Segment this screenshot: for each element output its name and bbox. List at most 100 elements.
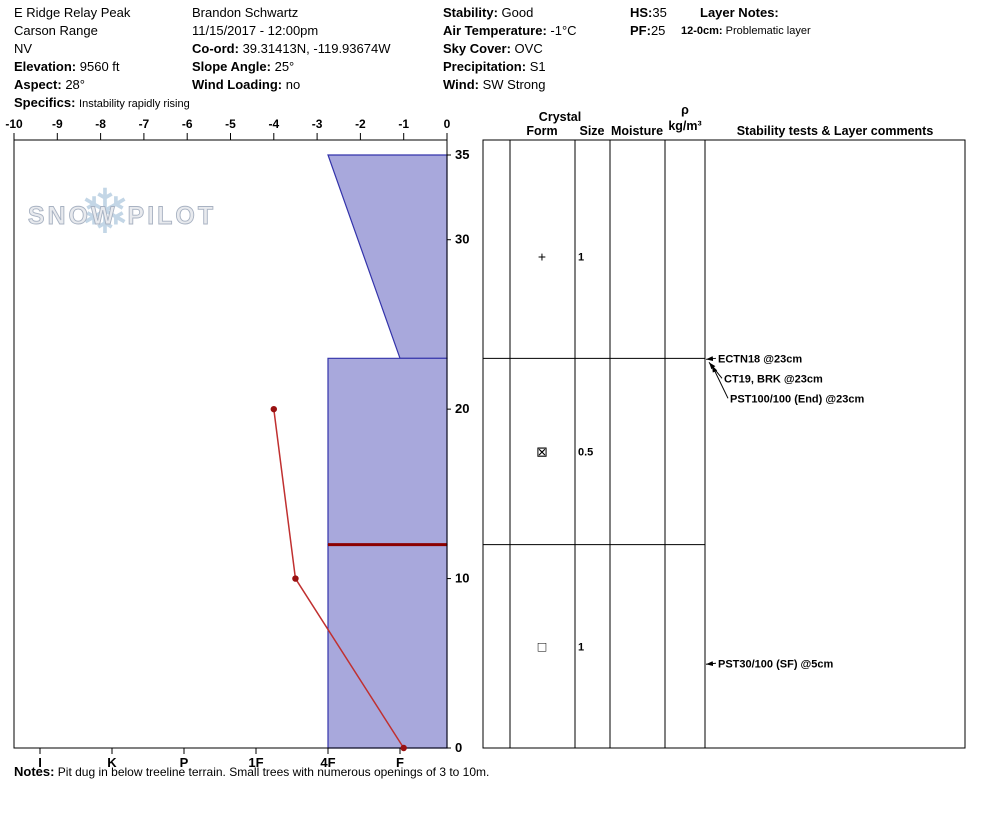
site-name: E Ridge Relay Peak	[14, 5, 131, 20]
pf-row: PF:25	[630, 22, 667, 40]
temp-tick-label: -10	[5, 117, 23, 131]
air-temp-row: Air Temperature: -1°C	[443, 22, 577, 40]
slope-value: 25°	[274, 59, 295, 74]
grain-form-symbol: +	[538, 249, 546, 265]
wind-loading-value: no	[285, 77, 301, 92]
hardness-tick-label: 1F	[248, 755, 263, 770]
layer-note-range: 12-0cm:	[681, 25, 723, 37]
snow-layer-1	[327, 154, 448, 359]
depth-tick-label: 20	[455, 401, 469, 416]
column-header-density: ρ	[681, 103, 689, 117]
depth-tick-label: 0	[455, 740, 462, 755]
temp-tick-label: -7	[139, 117, 150, 131]
state: NV	[14, 41, 33, 56]
column-header-size: Size	[579, 124, 604, 138]
layer-notes-title-row: Layer Notes:	[681, 4, 811, 22]
location-column: E Ridge Relay Peak Carson Range NV Eleva…	[14, 4, 190, 113]
slope-label: Slope Angle:	[192, 59, 271, 74]
air-temp-value: -1°C	[550, 23, 577, 38]
observer-name: Brandon Schwartz	[192, 5, 299, 20]
wind-loading-label: Wind Loading:	[192, 77, 283, 92]
temperature-point	[292, 575, 299, 582]
sky-cover-label: Sky Cover:	[443, 41, 511, 56]
specifics-row: Specifics: Instability rapidly rising	[14, 94, 190, 113]
sky-cover-value: OVC	[514, 41, 543, 56]
stability-value: Good	[501, 5, 534, 20]
elevation-label: Elevation:	[14, 59, 77, 74]
temp-tick-label: -3	[312, 117, 323, 131]
observer-column: Brandon Schwartz 11/15/2017 - 12:00pm Co…	[192, 4, 390, 94]
grain-size-value: 1	[578, 641, 584, 653]
pit-notes: Notes: Pit dug in below treeline terrain…	[14, 764, 489, 779]
layer-note-row: 12-0cm: Problematic layer	[681, 22, 811, 40]
stability-row: Stability: Good	[443, 4, 577, 22]
column-header-comments: Stability tests & Layer comments	[737, 124, 934, 138]
mountain-range: Carson Range	[14, 23, 98, 38]
sky-cover-row: Sky Cover: OVC	[443, 40, 577, 58]
layer-note-text: Problematic layer	[725, 25, 811, 37]
hardness-tick-label: P	[180, 755, 189, 770]
hardness-tick-label: I	[38, 755, 42, 770]
snowflake-icon: ❄	[79, 178, 131, 247]
pf-value: 25	[650, 23, 666, 38]
stability-test-arrow	[705, 661, 717, 667]
air-temp-label: Air Temperature:	[443, 23, 547, 38]
elevation-value: 9560 ft	[79, 59, 120, 74]
stability-test-arrow	[705, 356, 717, 362]
depth-tick-label: 10	[455, 571, 469, 586]
temp-tick-label: -4	[268, 117, 279, 131]
grain-size-value: 1	[578, 252, 584, 264]
depth-tick-label: 30	[455, 232, 469, 247]
temp-tick-label: -5	[225, 117, 236, 131]
conditions-column: Stability: Good Air Temperature: -1°C Sk…	[443, 4, 577, 94]
layer-notes-title: Layer Notes:	[700, 5, 779, 20]
elevation-row: Elevation: 9560 ft	[14, 58, 190, 76]
notes-label: Notes:	[14, 764, 55, 779]
coord-value: 39.31413N, -119.93674W	[242, 41, 391, 56]
precip-label: Precipitation:	[443, 59, 527, 74]
precip-value: S1	[529, 59, 546, 74]
stability-test-label: ECTN18 @23cm	[718, 353, 802, 365]
grain-form-symbol: ⊠	[536, 444, 548, 460]
coord-label: Co-ord:	[192, 41, 239, 56]
aspect-row: Aspect: 28°	[14, 76, 190, 94]
wind-label: Wind:	[443, 77, 479, 92]
snow-layer-2	[327, 357, 448, 546]
temperature-point	[270, 405, 277, 413]
specifics-label: Specifics:	[14, 95, 76, 110]
stability-test-arrow	[711, 365, 729, 399]
notes-text: Pit dug in below treeline terrain. Small…	[57, 765, 490, 779]
hs-value: 35	[652, 5, 667, 20]
pf-label: PF:	[630, 23, 651, 38]
slope-row: Slope Angle: 25°	[192, 58, 390, 76]
grain-size-value: 0.5	[578, 447, 593, 459]
precip-row: Precipitation: S1	[443, 58, 577, 76]
watermark-text: SNOW PILOT	[28, 202, 216, 230]
layer-table-border	[482, 139, 966, 749]
temp-tick-label: -9	[52, 117, 63, 131]
aspect-value: 28°	[65, 77, 85, 92]
depth-tick-label: 35	[455, 147, 469, 162]
temp-tick-label: 0	[444, 117, 451, 131]
grain-form-symbol: □	[538, 638, 547, 654]
snow-layer-3	[327, 544, 448, 749]
stability-test-label: PST100/100 (End) @23cm	[730, 393, 864, 405]
hs-row: HS:35	[630, 4, 667, 22]
pit-datetime: 11/15/2017 - 12:00pm	[192, 23, 319, 38]
wind-row: Wind: SW Strong	[443, 76, 577, 94]
column-header-moisture: Moisture	[611, 124, 663, 138]
hardness-tick-label: 4F	[320, 755, 335, 770]
column-header-crystal: Crystal	[539, 110, 581, 124]
wind-loading-row: Wind Loading: no	[192, 76, 390, 94]
hardness-tick-label: K	[107, 755, 117, 770]
column-header-density-units: kg/m³	[668, 119, 701, 133]
aspect-label: Aspect:	[14, 77, 62, 92]
wind-value: SW Strong	[482, 77, 546, 92]
layer-notes-column: Layer Notes: 12-0cm: Problematic layer	[681, 4, 811, 40]
measurements-column: HS:35 PF:25	[630, 4, 667, 40]
coord-row: Co-ord: 39.31413N, -119.93674W	[192, 40, 390, 58]
temp-tick-label: -1	[398, 117, 409, 131]
stability-test-label: CT19, BRK @23cm	[724, 373, 823, 385]
